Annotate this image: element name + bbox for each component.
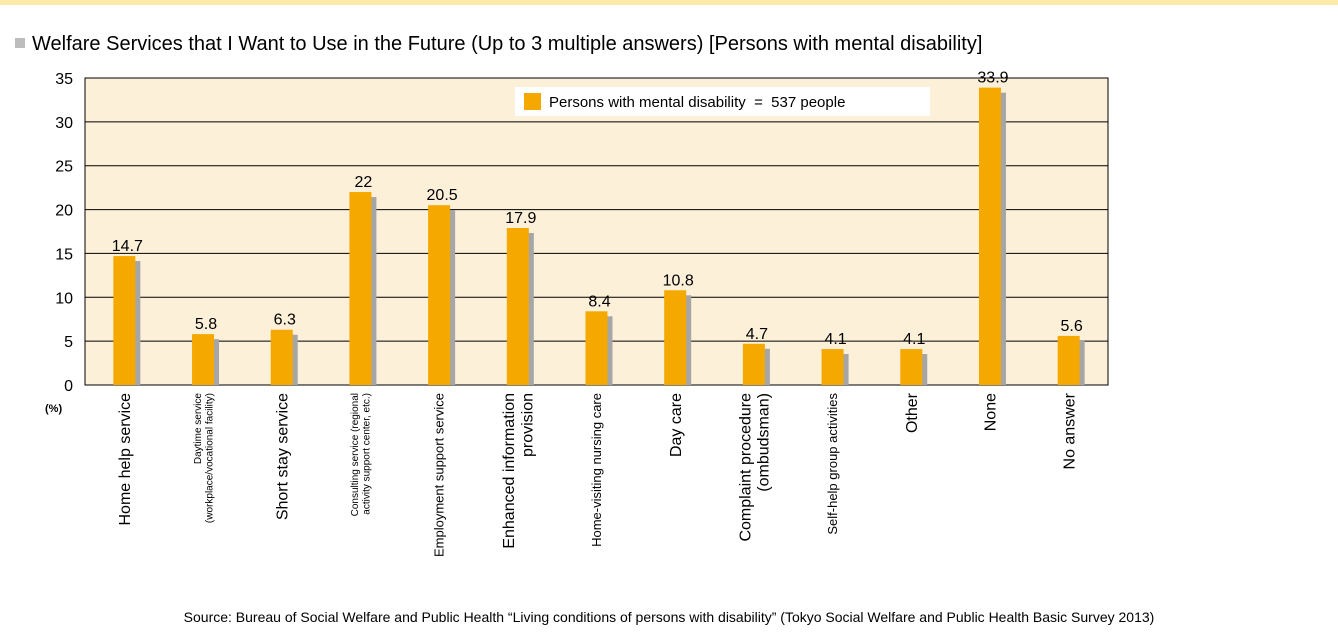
data-label: 6.3: [274, 312, 296, 329]
x-tick-label: Complaint procedure(ombudsman): [737, 393, 772, 542]
x-tick-label: Home help service: [117, 393, 134, 526]
chart-title: Welfare Services that I Want to Use in t…: [32, 33, 982, 55]
x-tick-label: Home-visiting nursing care: [589, 393, 604, 547]
x-tick-label: Other: [904, 392, 921, 433]
y-tick-label: 10: [55, 290, 73, 307]
bar: [349, 192, 372, 385]
legend-swatch: [524, 93, 541, 110]
bar: [113, 256, 136, 385]
data-label: 8.4: [588, 293, 610, 310]
bar: [900, 349, 923, 385]
y-tick-label: 35: [55, 71, 73, 88]
bar: [664, 290, 687, 385]
data-label: 20.5: [427, 187, 458, 204]
top-border: [0, 0, 1338, 5]
x-tick-label: Enhanced informationprovision: [501, 393, 536, 549]
data-label: 14.7: [112, 238, 143, 255]
bar: [506, 227, 529, 385]
x-tick-label: No answer: [1061, 392, 1078, 469]
data-label: 33.9: [977, 70, 1008, 87]
data-label: 22: [355, 174, 373, 191]
y-tick-label: 0: [64, 378, 73, 395]
y-tick-label: 5: [64, 334, 73, 351]
y-tick-label: 25: [55, 159, 73, 176]
data-label: 5.6: [1061, 318, 1083, 335]
x-tick-label: Consulting service (regionalactivity sup…: [350, 393, 373, 516]
bar: [270, 329, 293, 385]
bar: [1057, 335, 1080, 385]
x-tick-label: Day care: [668, 393, 685, 457]
source-note: Source: Bureau of Social Welfare and Pub…: [184, 609, 1155, 625]
data-label: 17.9: [505, 210, 536, 227]
bar: [192, 334, 215, 385]
x-tick-label: Self-help group activities: [825, 393, 840, 535]
y-axis-label: (%): [45, 403, 62, 415]
data-label: 4.1: [903, 331, 925, 348]
bar: [585, 311, 608, 385]
title-bullet: [15, 38, 25, 48]
x-tick-label: Daytime service(workplace/vocational fac…: [193, 393, 216, 523]
legend-label: Persons with mental disability = 537 peo…: [549, 94, 845, 111]
y-tick-label: 30: [55, 115, 73, 132]
data-label: 5.8: [195, 316, 217, 333]
y-tick-label: 15: [55, 246, 73, 263]
legend-box: [515, 87, 930, 116]
data-label: 4.1: [824, 331, 846, 348]
y-tick-label: 20: [55, 203, 73, 220]
data-label: 4.7: [746, 326, 768, 343]
x-tick-label: None: [983, 393, 1000, 431]
bar: [978, 87, 1001, 386]
bar: [428, 205, 451, 385]
bar: [742, 343, 765, 385]
data-label: 10.8: [663, 272, 694, 289]
x-tick-label: Short stay service: [274, 393, 291, 520]
bar: [821, 349, 844, 385]
x-tick-label: Employment support service: [432, 393, 447, 557]
